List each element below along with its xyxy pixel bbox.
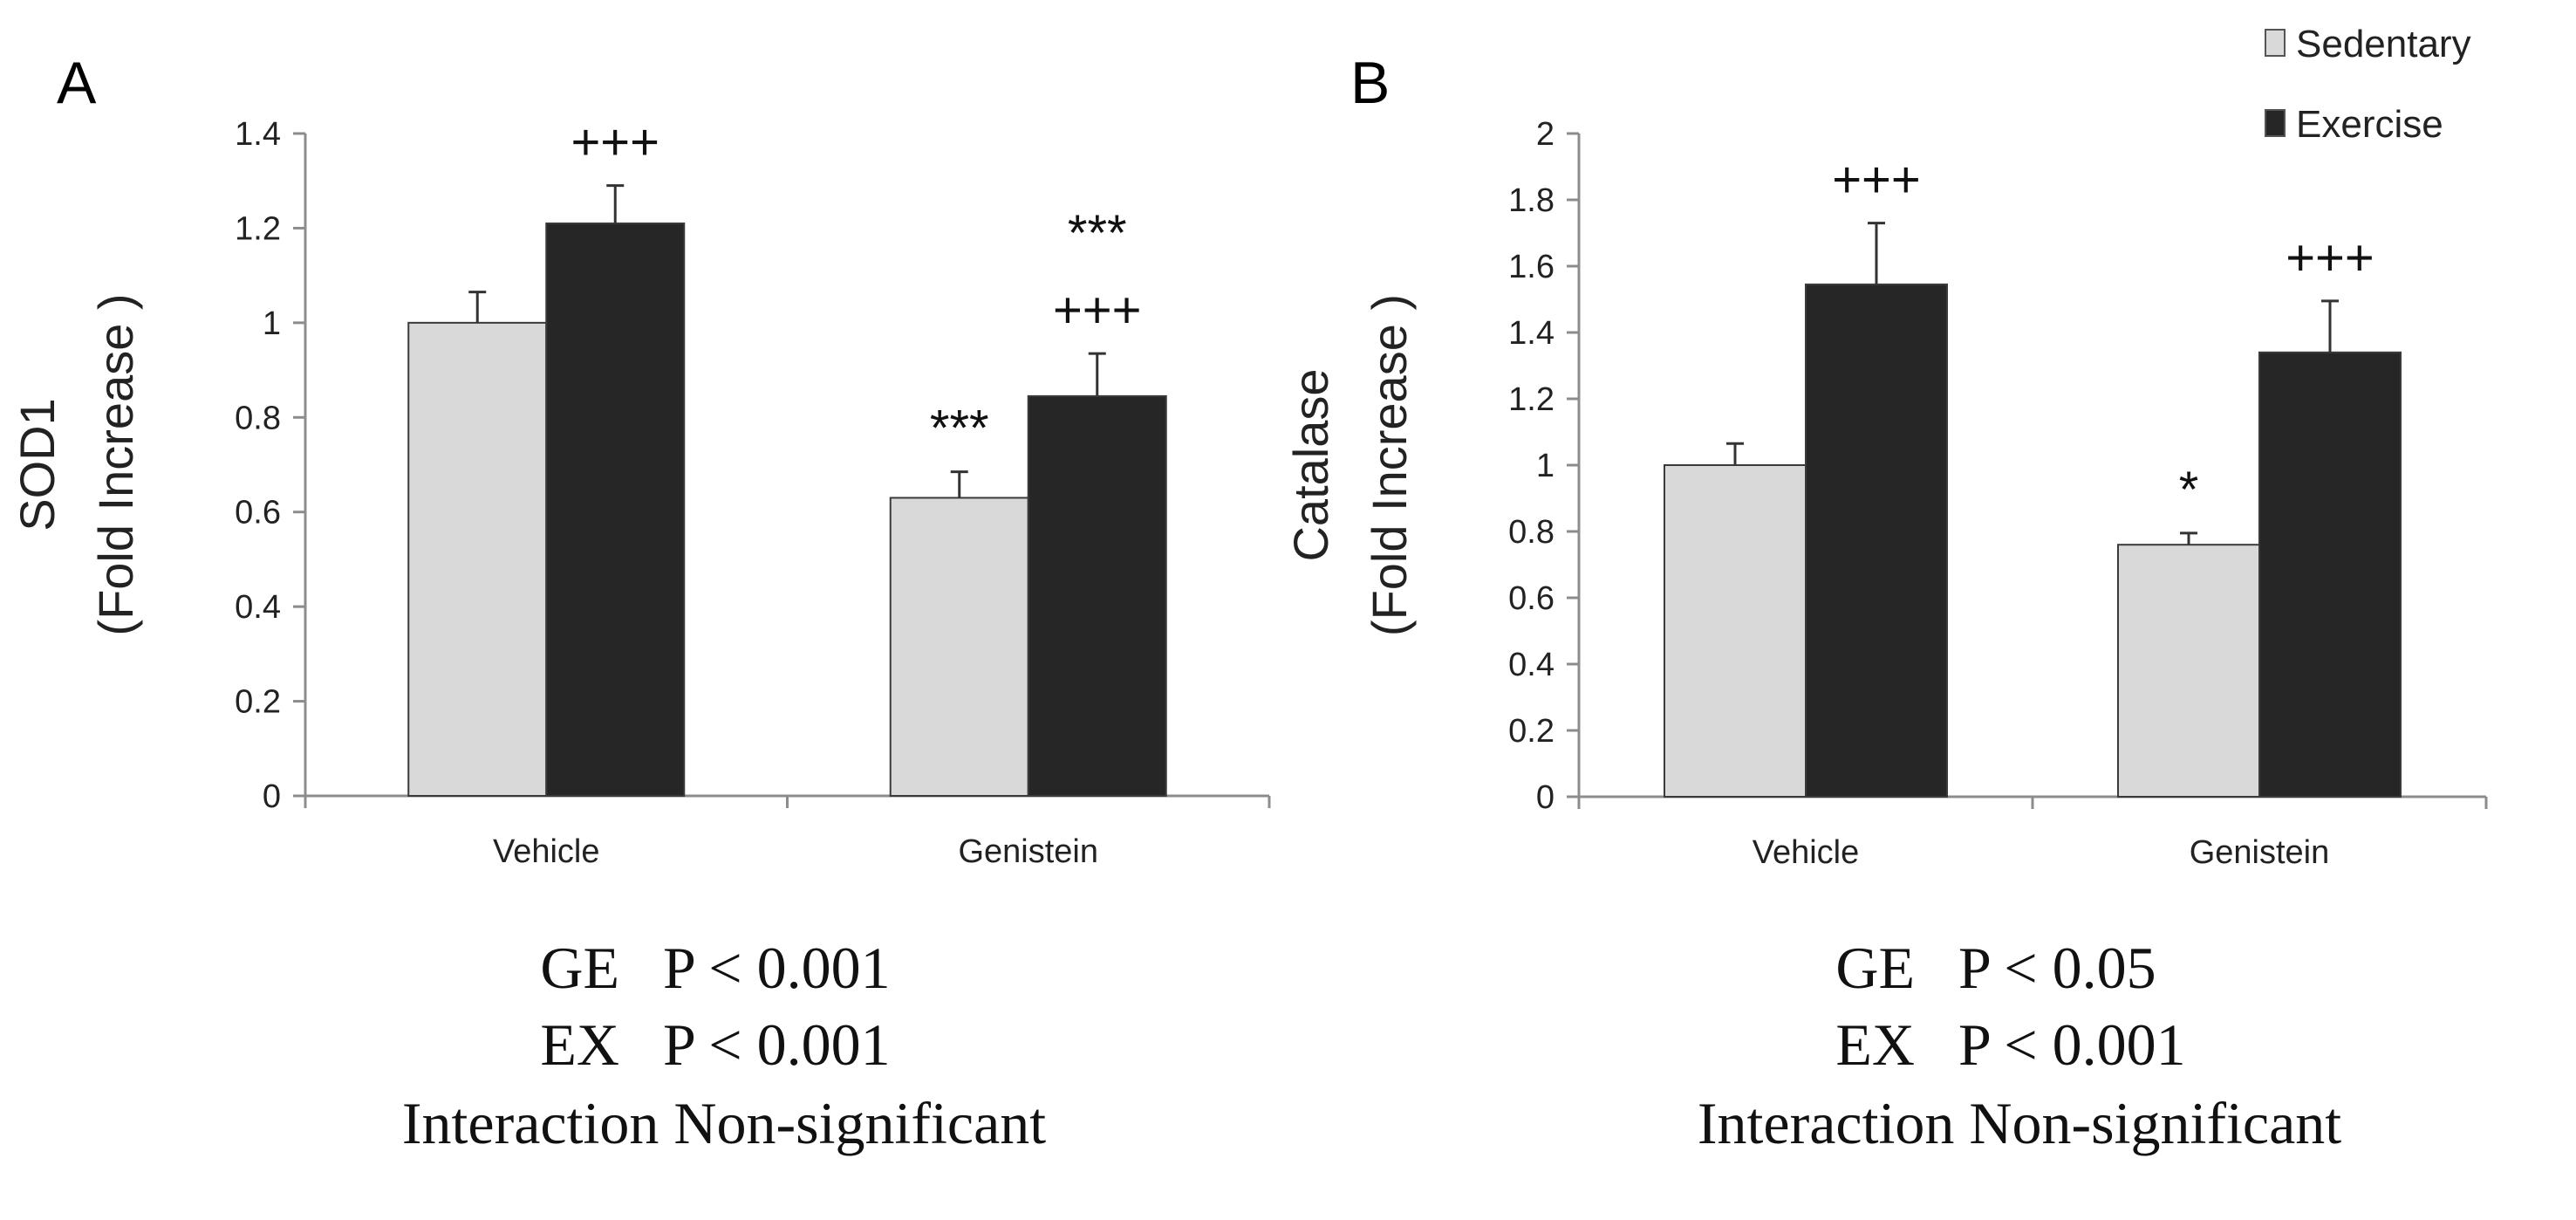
significance-marker: +++ [2286, 230, 2374, 286]
stat-interaction: Interaction Non-significant [1698, 1090, 2341, 1156]
y-tick-label: 1.2 [1508, 381, 1554, 418]
panel-b: B 0 0.2 0.4 0.6 0.8 1 1.2 1.4 1.6 1.8 2 Vehicle Genis… [1283, 50, 2488, 1156]
panel-a: A 0 0.2 0.4 0.6 0.8 1 1.2 1.4 Vehicle Genistein +++… [10, 50, 1271, 1156]
bar-sedentary-genistein [2117, 544, 2260, 798]
x-category-label: Genistein [958, 833, 1098, 870]
bar-exercise-genistein [2258, 351, 2402, 798]
y-tick-label: 0.4 [235, 589, 281, 626]
stat-value: P < 0.001 [663, 935, 891, 1001]
y-axis-label-line-2: (Fold Increase ) [1362, 294, 1417, 636]
x-category-label: Vehicle [1753, 834, 1860, 871]
y-tick-label: 0.2 [1508, 713, 1554, 750]
y-tick-label: 1.4 [1508, 315, 1554, 352]
y-tick-label: 1.6 [1508, 249, 1554, 285]
significance-marker: +++ [571, 114, 659, 171]
significance-marker: +++ [1832, 152, 1921, 209]
y-tick-label: 1 [263, 305, 281, 342]
stat-label: EX [1835, 1011, 1915, 1078]
significance-marker: +++ [1053, 282, 1142, 339]
bar-sedentary-genistein [889, 497, 1029, 797]
stat-label: EX [540, 1011, 619, 1078]
y-tick-label: 1.2 [235, 210, 281, 247]
y-axis-label-line-2: (Fold Increase ) [88, 293, 143, 635]
x-category-label: Genistein [2190, 834, 2330, 871]
bar-sedentary-vehicle [407, 321, 548, 798]
significance-marker: *** [930, 401, 989, 457]
y-tick-label: 2 [1536, 116, 1554, 153]
bar-exercise-vehicle [545, 223, 686, 797]
y-tick-label: 0.2 [235, 684, 281, 721]
y-tick-label: 1.8 [1508, 182, 1554, 219]
y-tick-label: 1.4 [235, 116, 281, 153]
y-tick-label: 1 [1536, 448, 1554, 484]
bar-exercise-genistein [1027, 394, 1167, 797]
stat-value: P < 0.001 [1958, 1011, 2186, 1078]
y-tick-label: 0 [263, 778, 281, 815]
y-tick-label: 0 [1536, 779, 1554, 816]
stat-interaction: Interaction Non-significant [402, 1090, 1046, 1156]
stat-label: GE [1835, 935, 1915, 1001]
y-tick-label: 0.6 [235, 495, 281, 531]
legend: Sedentary Exercise [2265, 23, 2471, 146]
y-tick-label: 0.8 [1508, 514, 1554, 551]
legend-label-sedentary: Sedentary [2296, 23, 2471, 65]
bar-sedentary-vehicle [1664, 464, 1807, 798]
y-tick-label: 0.6 [1508, 580, 1554, 617]
stat-label: GE [540, 935, 619, 1001]
legend-swatch-sedentary [2265, 29, 2286, 57]
significance-marker: *** [1068, 205, 1127, 262]
legend-label-exercise: Exercise [2296, 103, 2443, 146]
significance-marker: * [2179, 462, 2199, 518]
panel-letter: A [57, 50, 97, 116]
y-axis-label-line-1: Catalase [1283, 368, 1338, 561]
panel-letter: B [1350, 50, 1390, 116]
bar-exercise-vehicle [1805, 283, 1948, 798]
y-tick-label: 0.4 [1508, 647, 1554, 683]
x-category-label: Vehicle [493, 833, 600, 870]
y-axis-label-line-1: SOD1 [10, 398, 65, 531]
legend-swatch-exercise [2265, 109, 2286, 137]
y-tick-label: 0.8 [235, 400, 281, 436]
stat-value: P < 0.001 [663, 1011, 891, 1078]
stat-value: P < 0.05 [1958, 935, 2156, 1001]
